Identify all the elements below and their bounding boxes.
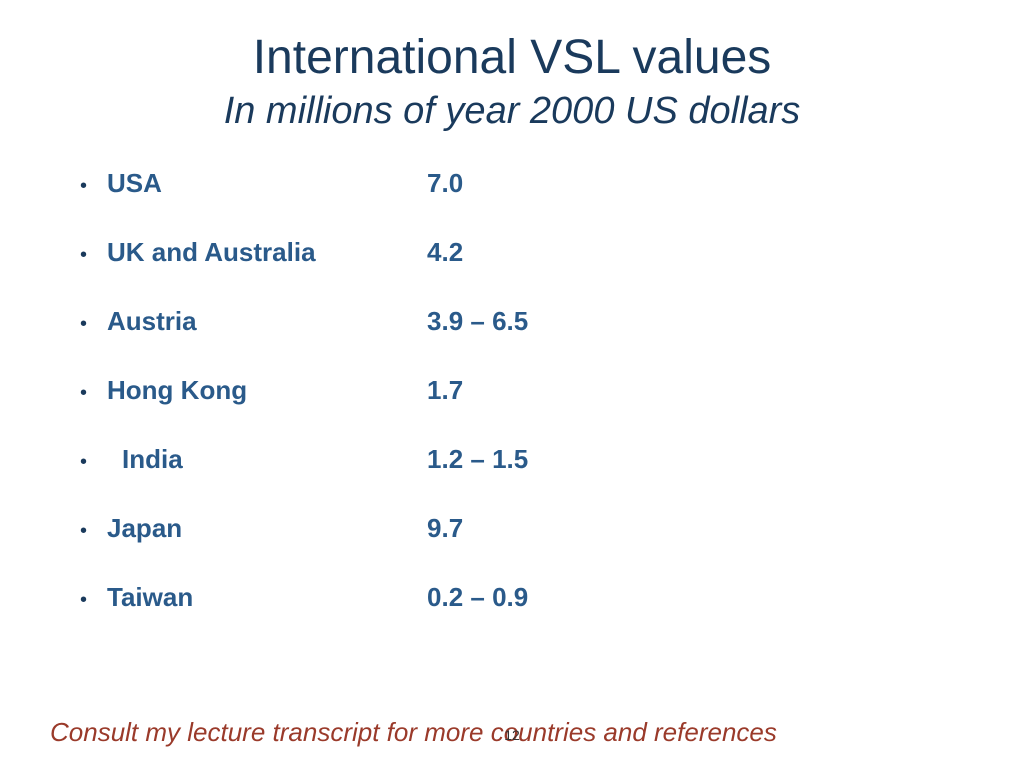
page-number: 12	[504, 727, 520, 743]
list-item: • UK and Australia 4.2	[80, 237, 974, 268]
bullet-icon: •	[80, 313, 87, 336]
country-label: Japan	[107, 513, 427, 544]
bullet-icon: •	[80, 175, 87, 198]
values-list: • USA 7.0 • UK and Australia 4.2 • Austr…	[50, 168, 974, 613]
list-item: • USA 7.0	[80, 168, 974, 199]
slide-subtitle: In millions of year 2000 US dollars	[50, 90, 974, 133]
value-label: 1.2 – 1.5	[427, 444, 528, 475]
slide-container: International VSL values In millions of …	[0, 0, 1024, 768]
value-label: 0.2 – 0.9	[427, 582, 528, 613]
country-label: Hong Kong	[107, 375, 427, 406]
country-label: USA	[107, 168, 427, 199]
bullet-icon: •	[80, 520, 87, 543]
country-label: India	[107, 444, 427, 475]
value-label: 3.9 – 6.5	[427, 306, 528, 337]
list-item: • Hong Kong 1.7	[80, 375, 974, 406]
list-item: • Taiwan 0.2 – 0.9	[80, 582, 974, 613]
bullet-icon: •	[80, 451, 87, 474]
country-label: UK and Australia	[107, 237, 427, 268]
list-item: • Japan 9.7	[80, 513, 974, 544]
list-item: • Austria 3.9 – 6.5	[80, 306, 974, 337]
value-label: 7.0	[427, 168, 463, 199]
value-label: 1.7	[427, 375, 463, 406]
value-label: 4.2	[427, 237, 463, 268]
country-label: Taiwan	[107, 582, 427, 613]
bullet-icon: •	[80, 382, 87, 405]
list-item: • India 1.2 – 1.5	[80, 444, 974, 475]
bullet-icon: •	[80, 244, 87, 267]
slide-title: International VSL values	[50, 30, 974, 85]
bullet-icon: •	[80, 589, 87, 612]
country-label: Austria	[107, 306, 427, 337]
value-label: 9.7	[427, 513, 463, 544]
